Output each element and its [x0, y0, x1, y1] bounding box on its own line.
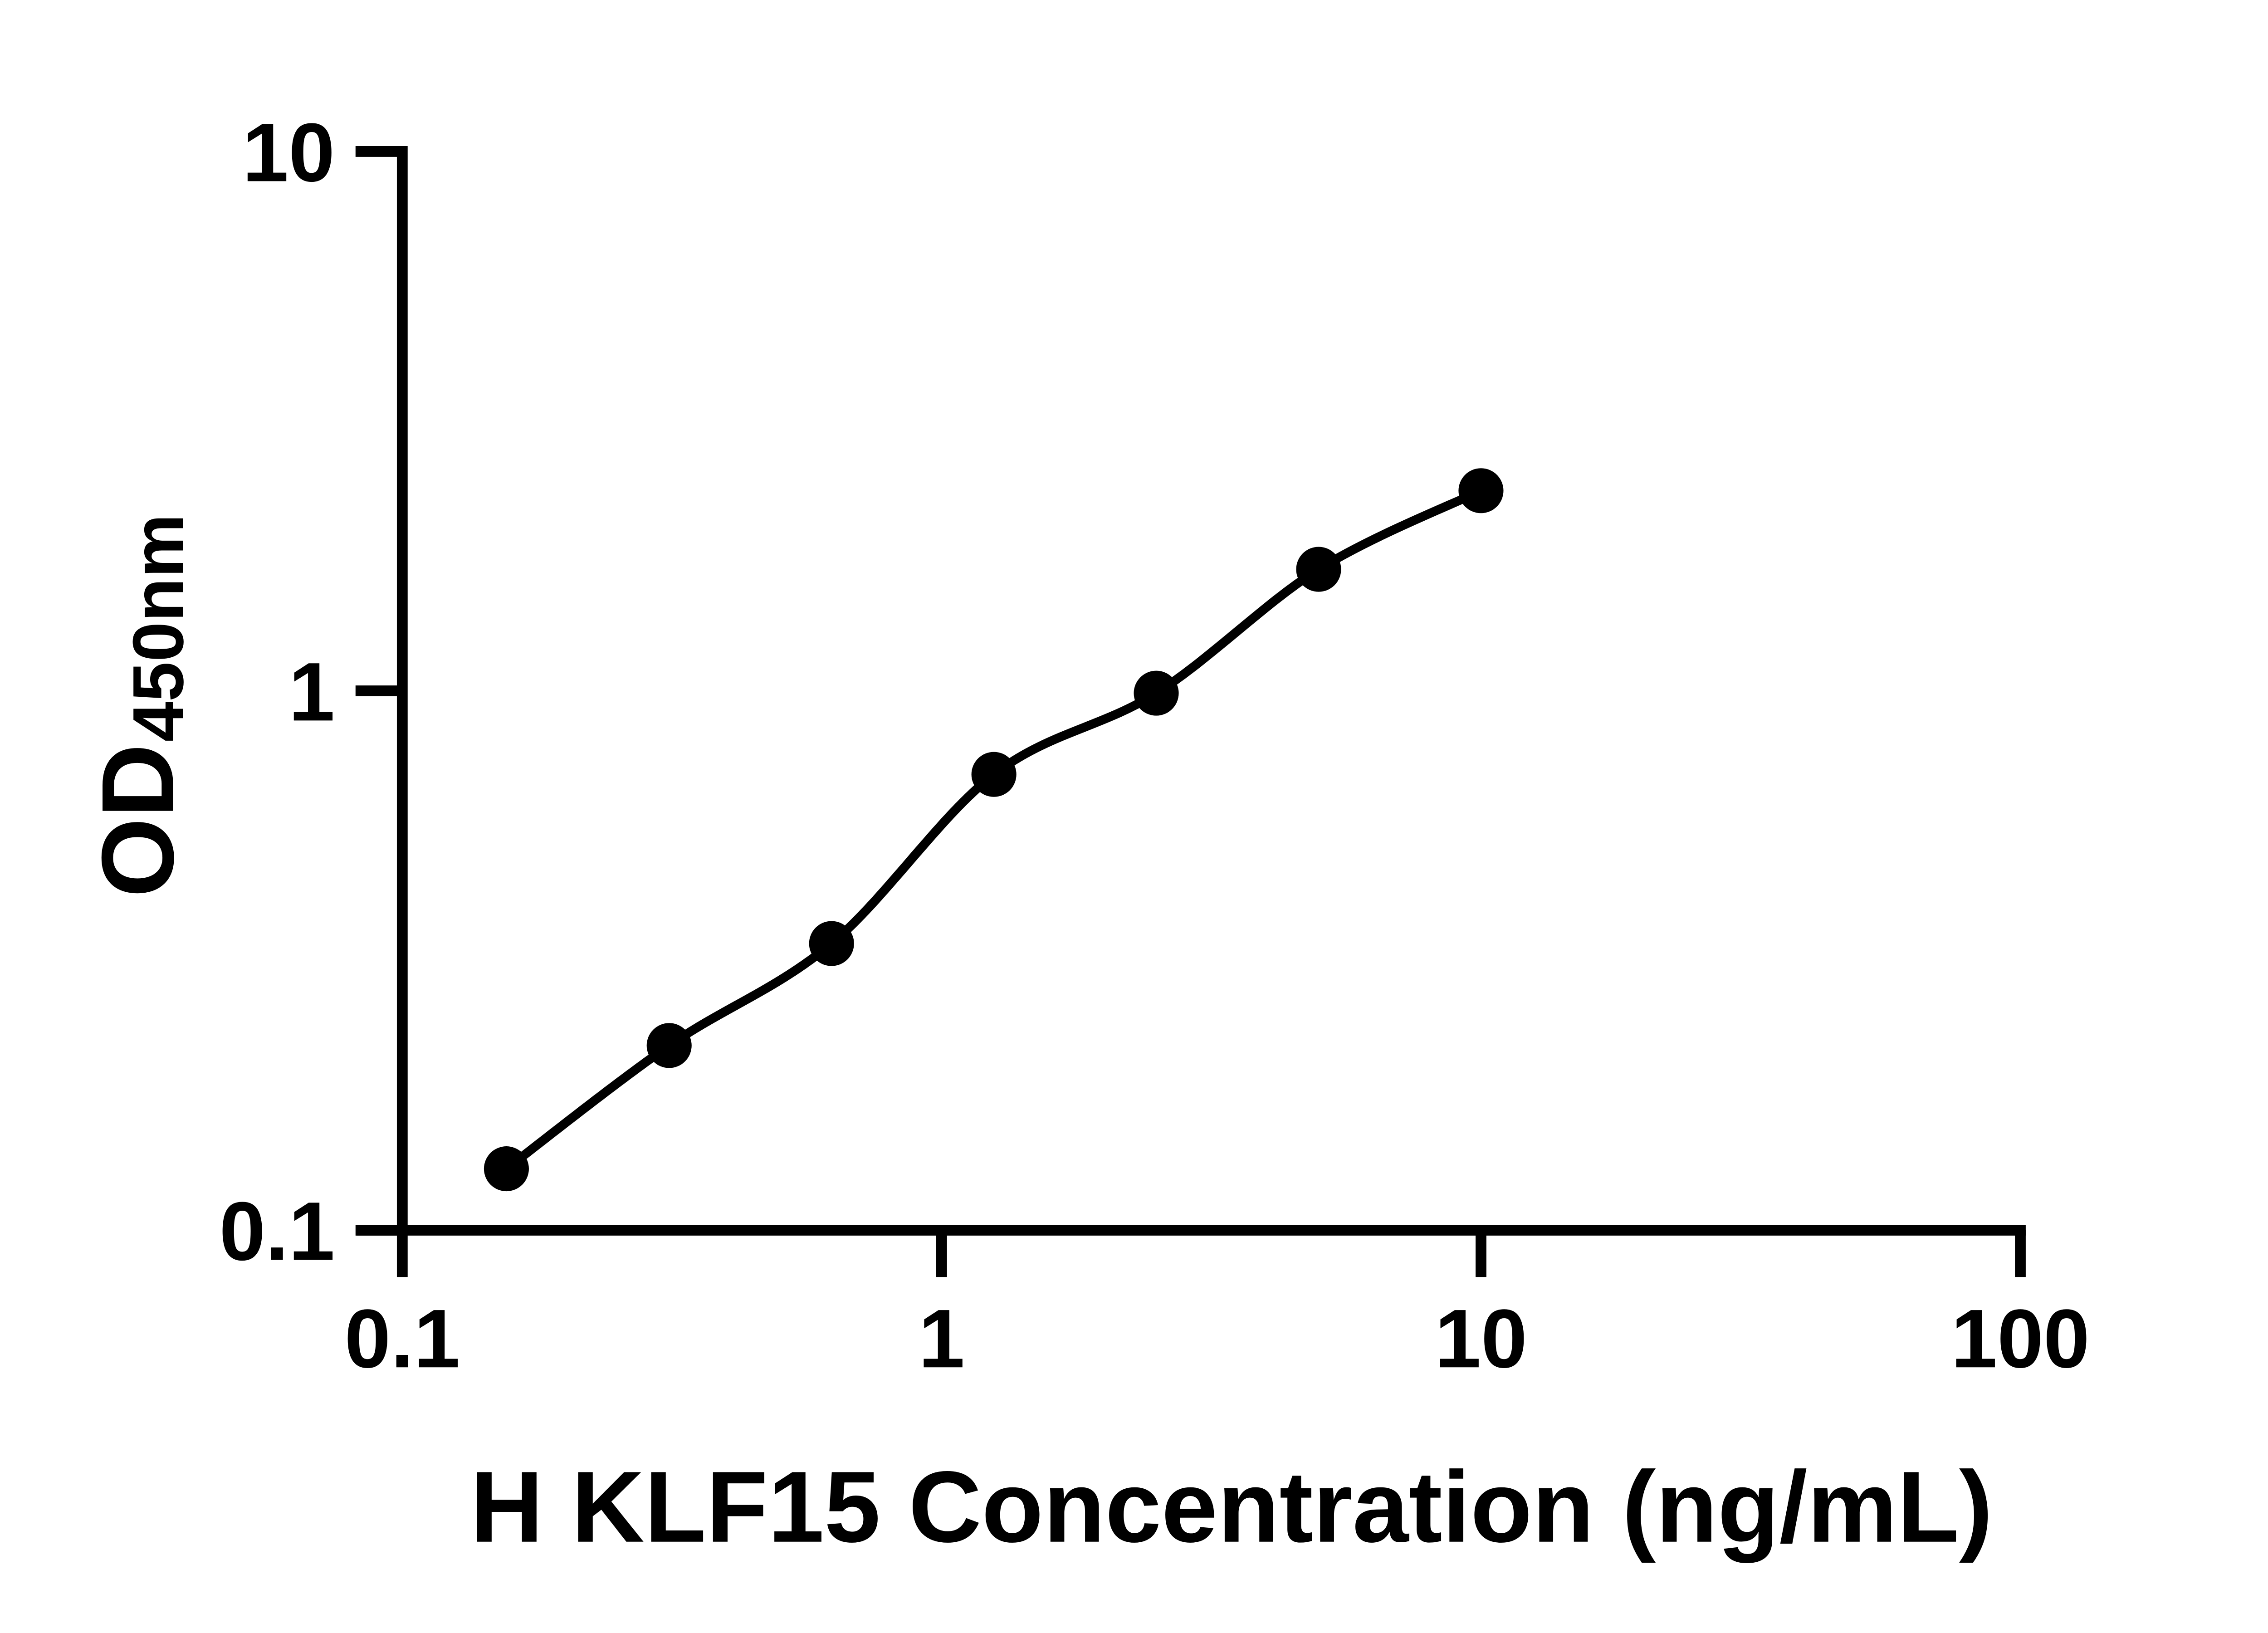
data-point	[1134, 670, 1179, 716]
data-point	[1296, 547, 1341, 592]
y-axis-title: OD 450nm	[80, 514, 198, 898]
data-point	[971, 752, 1017, 797]
y-axis-title-main: OD	[80, 744, 195, 898]
data-point	[646, 1023, 692, 1068]
x-tick-label: 10	[1435, 1292, 1527, 1385]
data-point	[484, 1146, 529, 1192]
y-tick-label: 10	[242, 106, 335, 199]
x-tick-label: 0.1	[344, 1292, 460, 1385]
x-axis-title: H KLF15 Concentration (ng/mL)	[470, 1451, 1993, 1564]
ticks-group	[355, 146, 2026, 1277]
data-point	[1458, 468, 1504, 513]
y-axis-title-sub: 450nm	[117, 514, 198, 742]
x-tick-label: 1	[919, 1292, 965, 1385]
x-tick-label: 100	[1951, 1292, 2090, 1385]
tick-labels-group: 0.1 1 10 100 0.1 1 10	[219, 106, 2090, 1385]
data-point	[809, 921, 854, 966]
data-points-group	[484, 468, 1504, 1192]
y-tick-label: 1	[288, 645, 335, 738]
y-tick-label: 0.1	[219, 1184, 335, 1277]
